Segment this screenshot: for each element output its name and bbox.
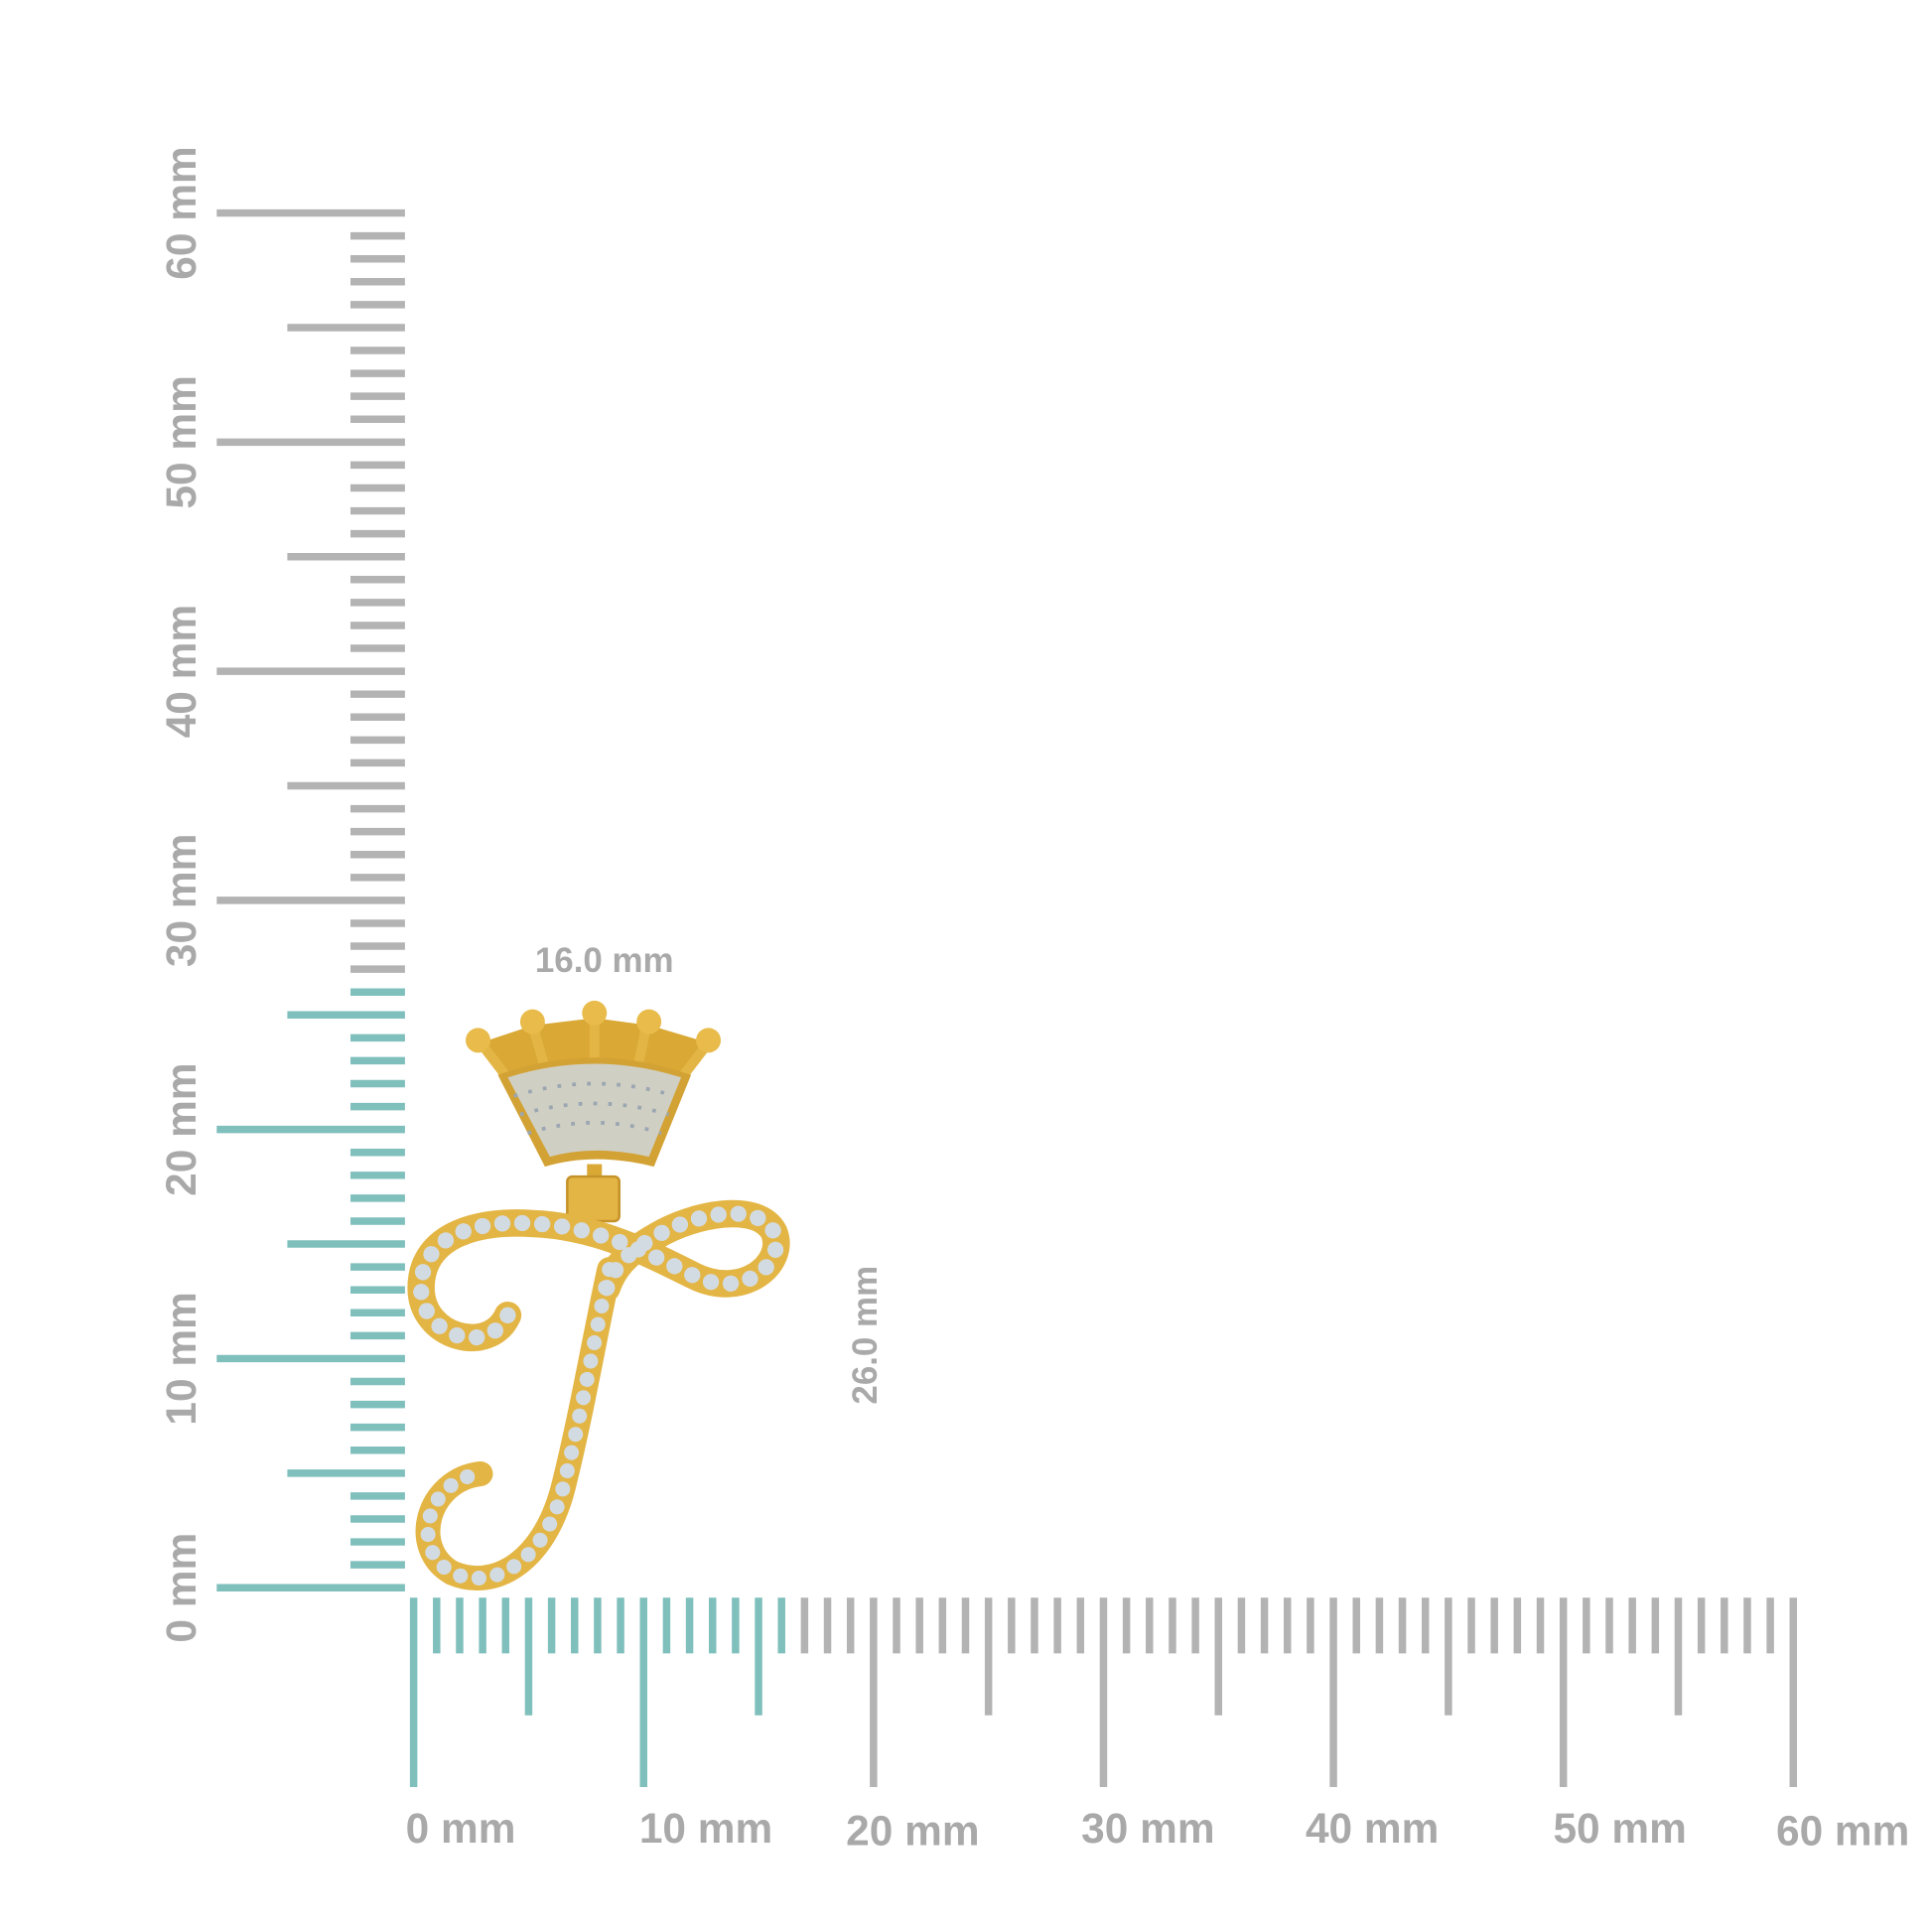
horizontal-ruler-labels: 0 mm 10 mm 20 mm 30 mm 40 mm 50 mm 60 mm [406,1805,1910,1854]
v-label-0: 0 mm [158,1533,205,1643]
pendant-image [421,1000,776,1579]
h-label-40: 40 mm [1306,1805,1439,1852]
width-dimension-label: 16.0 mm [535,941,674,980]
letter-t [421,1214,776,1579]
bail [566,1164,621,1223]
vertical-ruler-labels: 0 mm 10 mm 20 mm 30 mm 40 mm 50 mm 60 mm [158,146,205,1642]
h-label-10: 10 mm [639,1805,772,1852]
v-label-50: 50 mm [158,375,205,508]
v-label-30: 30 mm [158,834,205,967]
h-label-0: 0 mm [406,1805,516,1852]
v-label-60: 60 mm [158,146,205,279]
crown [466,1000,722,1168]
horizontal-ruler [409,1597,1798,1788]
v-label-40: 40 mm [158,605,205,738]
v-label-10: 10 mm [158,1292,205,1425]
v-label-20: 20 mm [158,1062,205,1195]
h-label-20: 20 mm [846,1808,979,1855]
h-label-60: 60 mm [1776,1808,1909,1855]
h-label-30: 30 mm [1081,1805,1214,1852]
h-label-50: 50 mm [1553,1805,1686,1852]
height-dimension-label: 26.0 mm [846,1266,885,1405]
vertical-ruler [216,208,405,1591]
